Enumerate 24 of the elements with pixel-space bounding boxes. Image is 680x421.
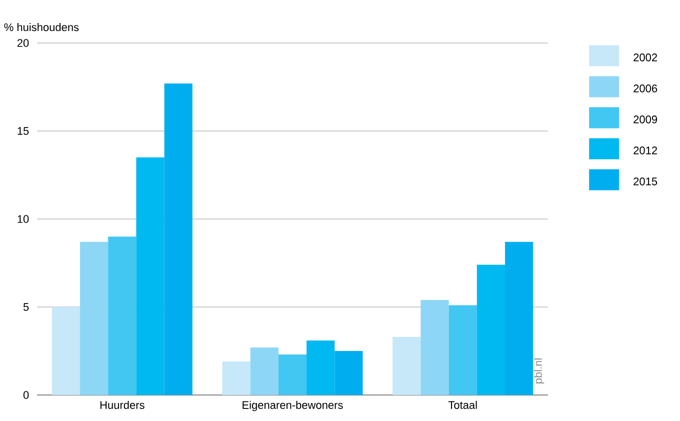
legend-label: 2015	[634, 178, 658, 186]
x-tick-label: Eigenaren-bewoners	[242, 400, 343, 412]
y-tick-label: 0	[23, 391, 29, 399]
bar	[108, 236, 136, 395]
x-tick-label: Totaal	[448, 400, 477, 409]
y-tick-label: 10	[18, 215, 29, 223]
annotation: pbl.nl	[534, 358, 544, 384]
bar	[448, 305, 477, 395]
bar	[222, 362, 250, 395]
bar	[278, 354, 307, 395]
y-tick-label: 20	[17, 39, 29, 47]
bar	[250, 347, 278, 395]
bar	[392, 336, 421, 395]
bar	[80, 242, 108, 395]
legend-label: 2002	[634, 54, 657, 62]
bar	[420, 300, 449, 395]
bar	[52, 307, 80, 395]
x-tick-label: Huurders	[100, 400, 144, 409]
legend-label: 2012	[634, 146, 657, 154]
legend-label: 2009	[634, 116, 658, 124]
legend-label: 2006	[634, 84, 658, 92]
y-tick-label: 5	[23, 303, 29, 311]
y-tick-label: 15	[18, 127, 29, 135]
y-axis-title: % huishoudens	[4, 23, 79, 32]
